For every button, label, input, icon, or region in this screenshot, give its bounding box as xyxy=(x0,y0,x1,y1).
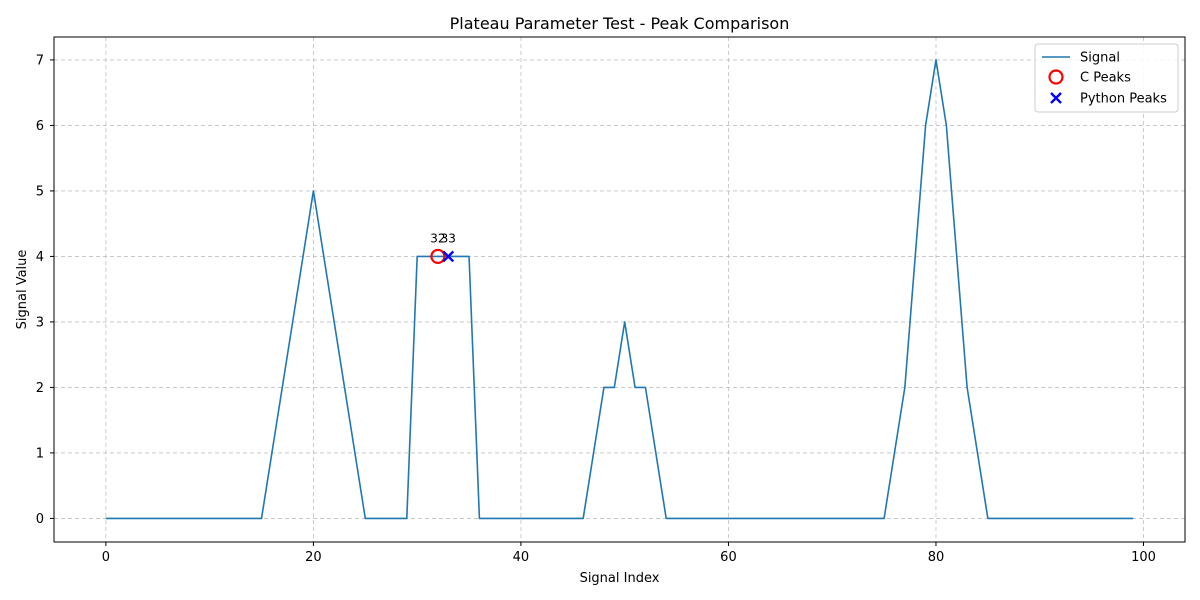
legend-box xyxy=(1034,43,1179,113)
peak-annotation: 33 xyxy=(441,231,456,245)
y-tick-label: 7 xyxy=(36,53,44,68)
legend-label: Python Peaks xyxy=(1080,92,1167,107)
x-axis-title: Signal Index xyxy=(580,571,660,586)
python-peak-stroke xyxy=(442,250,455,263)
y-tick-label: 6 xyxy=(36,119,44,134)
legend-label: C Peaks xyxy=(1080,71,1131,86)
c-peak-marker xyxy=(430,248,446,265)
signal-line xyxy=(105,59,1134,520)
x-tick-label: 80 xyxy=(928,550,945,565)
x-tick-label: 60 xyxy=(720,550,737,565)
y-tick-label: 4 xyxy=(36,250,44,265)
y-tick-label: 0 xyxy=(36,512,44,527)
x-axis: 0 20 40 60 80 100 xyxy=(102,542,1156,565)
grid-lines xyxy=(54,37,1185,542)
legend-c-peaks-swatch xyxy=(1048,69,1064,85)
legend-python-peaks-swatch xyxy=(1050,92,1062,104)
y-tick-label: 3 xyxy=(36,315,44,330)
legend: Signal C Peaks Python Peaks xyxy=(1034,43,1179,113)
x-tick-label: 0 xyxy=(102,550,110,565)
python-peak-marker xyxy=(442,250,455,263)
x-tick-label: 40 xyxy=(513,550,530,565)
chart-title: Plateau Parameter Test - Peak Comparison xyxy=(450,14,790,33)
y-axis-title: Signal Value xyxy=(15,250,30,330)
x-tick-label: 20 xyxy=(305,550,322,565)
y-tick-label: 1 xyxy=(36,446,44,461)
y-axis: 0 1 2 3 4 5 6 7 xyxy=(36,53,54,527)
plot-frame xyxy=(53,36,1186,543)
peak-annotation: 32 xyxy=(430,231,445,245)
y-tick-label: 2 xyxy=(36,381,44,396)
x-tick-label: 100 xyxy=(1131,550,1156,565)
legend-python-stroke xyxy=(1050,92,1062,104)
legend-label: Signal xyxy=(1080,51,1120,66)
y-tick-label: 5 xyxy=(36,184,44,199)
